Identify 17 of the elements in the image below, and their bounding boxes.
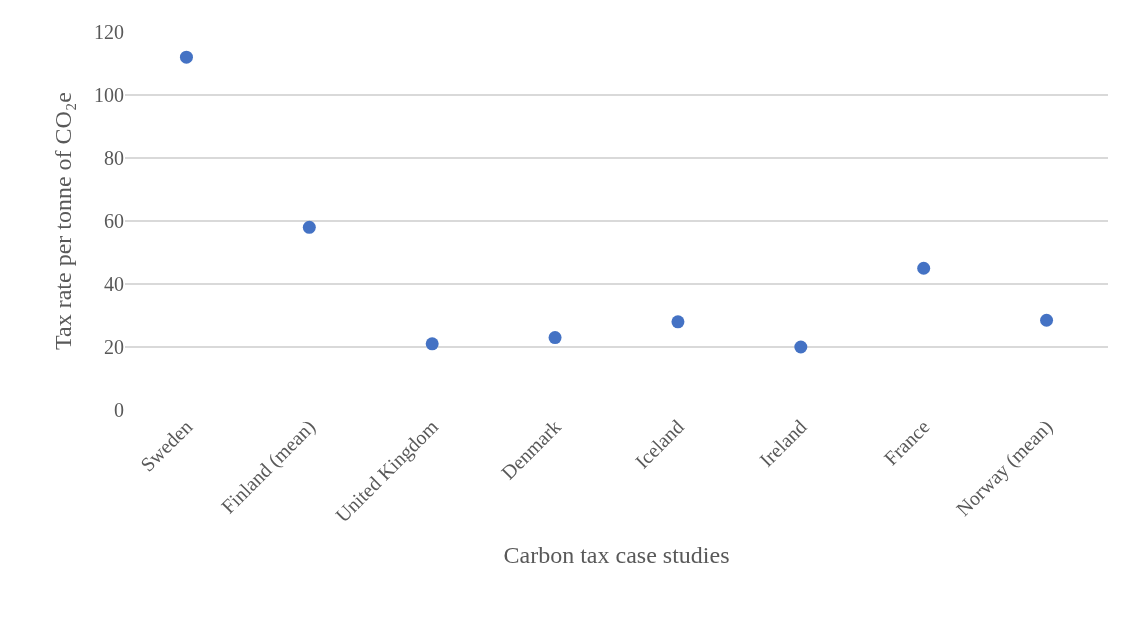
- y-tick-label: 60: [104, 210, 124, 232]
- point: [179, 50, 193, 64]
- y-tick-label: 80: [104, 147, 124, 169]
- point: [425, 337, 439, 351]
- x-axis-title: Carbon tax case studies: [503, 542, 730, 569]
- point: [1040, 313, 1054, 327]
- point: [917, 261, 931, 275]
- point: [548, 331, 562, 345]
- y-tick-label: 0: [114, 399, 124, 421]
- y-tick-label: 20: [104, 336, 124, 358]
- y-tick-label: 100: [94, 84, 124, 106]
- point: [302, 220, 316, 234]
- y-tick-label: 120: [94, 21, 124, 43]
- point: [794, 340, 808, 354]
- y-axis-title: Tax rate per tonne of CO₂e: [50, 92, 77, 350]
- y-tick-label: 40: [104, 273, 124, 295]
- point: [671, 315, 685, 329]
